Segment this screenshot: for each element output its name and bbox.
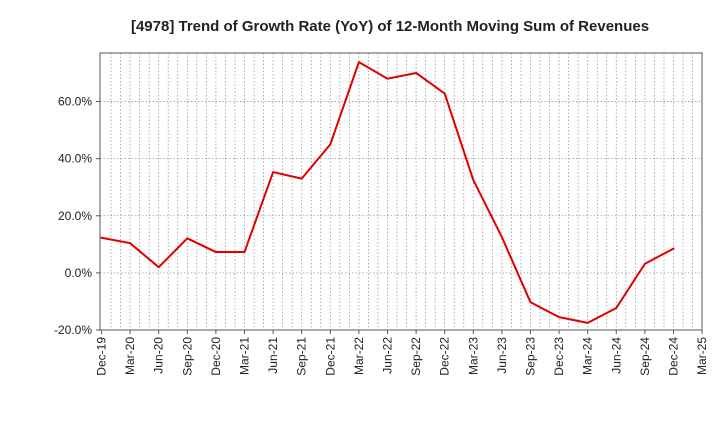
grid — [100, 53, 702, 331]
chart-title: [4978] Trend of Growth Rate (YoY) of 12-… — [131, 18, 649, 35]
x-tick-label: Mar-22 — [352, 337, 366, 375]
x-tick-label: Mar-21 — [238, 337, 252, 375]
y-tick-label: 60.0% — [58, 95, 92, 109]
x-axis-ticks: Dec-19 Mar-20 Jun-20 Sep-20 Dec-20 Mar-21 Jun-… — [95, 330, 709, 376]
x-tick-label: Jun-21 — [266, 337, 280, 374]
x-tick-label: Dec-24 — [667, 337, 681, 376]
y-tick-label: 20.0% — [58, 209, 92, 223]
x-tick-label: Sep-23 — [524, 337, 538, 376]
x-tick-label: Sep-20 — [180, 337, 194, 376]
x-tick-label: Dec-19 — [95, 337, 109, 376]
x-tick-label: Mar-23 — [466, 337, 480, 375]
plot-area-frame — [99, 52, 703, 331]
x-tick-label: Sep-21 — [295, 337, 309, 376]
x-tick-label: Sep-22 — [409, 337, 423, 376]
x-tick-label: Jun-20 — [152, 337, 166, 374]
y-tick-label: 0.0% — [65, 266, 93, 280]
x-tick-label: Jun-23 — [495, 337, 509, 374]
x-tick-label: Mar-25 — [695, 337, 709, 375]
x-tick-label: Dec-22 — [438, 337, 452, 376]
y-axis-ticks: -20.0% 0.0% 20.0% 40.0% 60.0% — [54, 95, 100, 337]
x-tick-label: Mar-20 — [123, 337, 137, 375]
x-tick-label: Mar-24 — [581, 337, 595, 375]
series-layer — [100, 61, 675, 324]
x-tick-label: Dec-20 — [209, 337, 223, 376]
x-tick-label: Sep-24 — [638, 337, 652, 376]
x-tick-label: Jun-22 — [381, 337, 395, 374]
x-tick-label: Dec-21 — [323, 337, 337, 376]
x-tick-label: Dec-23 — [552, 337, 566, 376]
y-tick-label: -20.0% — [54, 323, 92, 337]
x-tick-label: Jun-24 — [609, 337, 623, 374]
y-tick-label: 40.0% — [58, 152, 92, 166]
